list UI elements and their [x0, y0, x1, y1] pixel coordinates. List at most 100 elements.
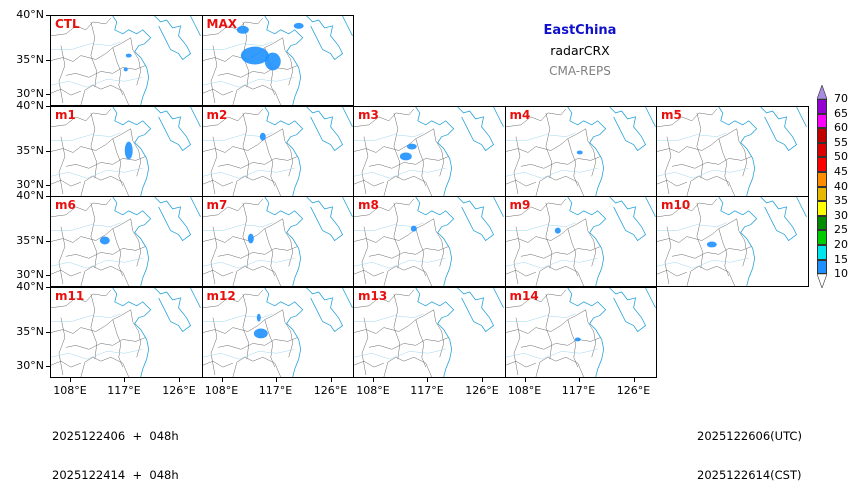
colorbar-segment: [817, 99, 827, 114]
lat-tick-label: 40°N: [16, 280, 44, 293]
colorbar-level-label: 60: [834, 121, 848, 135]
panel-label: MAX: [206, 17, 237, 31]
panel-label: m13: [358, 289, 388, 303]
lat-tick-mark: [46, 94, 50, 95]
colorbar-level-label: 25: [834, 223, 848, 237]
lat-tick-label: 30°N: [16, 87, 44, 100]
lon-tick-label: 117°E: [561, 384, 596, 397]
map-panel-ctl: CTL: [50, 15, 203, 106]
lat-tick-label: 35°N: [16, 53, 44, 66]
panel-label: m2: [206, 107, 228, 122]
map-panel-m8: m8: [353, 196, 506, 287]
map-panel-m1: m1: [50, 105, 203, 197]
colorbar-segment: [817, 128, 827, 143]
colorbar-segment: [817, 244, 827, 260]
panel-label: m14: [509, 289, 539, 303]
map-panel-m6: m6: [50, 196, 203, 287]
map-panel-m10: m10: [656, 196, 809, 287]
lat-tick-mark: [46, 105, 50, 107]
lon-tick-label: 108°E: [356, 384, 390, 397]
init-time-block: 2025122406 + 048h 2025122414 + 048h: [52, 404, 179, 495]
colorbar-level-label: 15: [834, 252, 848, 266]
lat-tick-mark: [46, 15, 50, 16]
colorbar-level-label: 35: [834, 194, 848, 208]
panel-label: m3: [358, 107, 379, 122]
lon-tick-mark: [578, 378, 580, 382]
colorbar-level-label: 55: [834, 135, 848, 149]
lat-tick-mark: [46, 60, 50, 61]
map-panel-m4: m4: [504, 105, 657, 197]
lon-tick-mark: [221, 378, 223, 382]
lat-tick-mark: [46, 196, 50, 197]
lon-tick-mark: [633, 378, 635, 382]
panel-label: m12: [206, 289, 236, 303]
lon-tick-label: 108°E: [204, 384, 239, 397]
colorbar-segment: [817, 142, 827, 158]
panel-label: m1: [55, 107, 76, 122]
lon-tick-label: 126°E: [162, 384, 196, 397]
colorbar: [817, 85, 827, 289]
lat-tick-label: 30°N: [16, 359, 44, 372]
panel-label: m8: [358, 198, 379, 212]
panel-label: m7: [206, 198, 228, 212]
lon-tick-label: 117°E: [258, 384, 293, 397]
colorbar-segment: [817, 157, 827, 172]
colorbar-segment: [817, 215, 827, 231]
lon-tick-label: 126°E: [465, 384, 499, 397]
map-panel-m3: m3: [353, 105, 506, 197]
lon-tick-mark: [482, 378, 483, 382]
lat-tick-label: 30°N: [16, 177, 44, 191]
map-panel-max: MAX: [201, 15, 354, 106]
panel-label: m4: [509, 107, 531, 122]
colorbar-segment: [817, 186, 827, 202]
map-panel-m12: m12: [201, 287, 354, 378]
init-time-line-2: 2025122414 + 048h: [52, 468, 179, 482]
colorbar-level-label: 70: [834, 92, 848, 105]
panel-label: CTL: [55, 17, 80, 31]
lat-tick-label: 35°N: [16, 234, 44, 247]
colorbar-level-label: 20: [834, 238, 848, 251]
lat-tick-label: 40°N: [16, 8, 44, 21]
valid-time-block: 2025122606(UTC) 2025122614(CST): [697, 404, 802, 495]
colorbar-level-label: 65: [834, 106, 848, 120]
lon-tick-mark: [124, 378, 125, 382]
colorbar-segment: [817, 230, 827, 245]
lon-tick-mark: [524, 378, 526, 382]
colorbar-level-label: 30: [834, 208, 848, 222]
panel-label: m10: [661, 198, 691, 212]
lon-tick-mark: [427, 378, 428, 382]
lon-tick-label: 108°E: [507, 384, 542, 397]
lat-tick-mark: [46, 332, 50, 333]
map-panel-m2: m2: [201, 105, 354, 197]
lat-tick-mark: [46, 150, 50, 152]
lat-tick-label: 40°N: [16, 189, 44, 202]
lon-tick-label: 117°E: [410, 384, 444, 397]
panel-label: m5: [661, 107, 682, 122]
lon-tick-label: 126°E: [616, 384, 651, 397]
lon-tick-mark: [373, 378, 374, 382]
colorbar-level-label: 45: [834, 165, 848, 178]
lat-tick-label: 35°N: [16, 325, 44, 338]
colorbar-segment: [817, 171, 827, 187]
lon-tick-mark: [70, 378, 71, 382]
region-title: EastChina: [543, 23, 617, 38]
lat-tick-mark: [46, 184, 50, 186]
map-panel-m9: m9: [504, 196, 657, 287]
lon-tick-label: 126°E: [313, 384, 348, 397]
panel-label: m9: [509, 198, 531, 212]
panel-label: m6: [55, 198, 76, 212]
lon-tick-mark: [179, 378, 180, 382]
lat-tick-mark: [46, 287, 50, 288]
colorbar-level-label: 10: [834, 267, 848, 281]
variable-title: radarCRX: [550, 43, 610, 58]
colorbar-level-label: 50: [834, 150, 848, 164]
colorbar-under-triangle: [817, 274, 827, 289]
panel-label: m11: [55, 289, 85, 303]
colorbar-over-triangle: [817, 85, 827, 99]
valid-time-cst: 2025122614(CST): [697, 468, 802, 482]
lat-tick-mark: [46, 366, 50, 367]
lat-tick-label: 35°N: [16, 143, 44, 157]
source-title: CMA-REPS: [549, 64, 611, 78]
lon-tick-mark: [330, 378, 332, 382]
init-time-line-1: 2025122406 + 048h: [52, 429, 179, 443]
